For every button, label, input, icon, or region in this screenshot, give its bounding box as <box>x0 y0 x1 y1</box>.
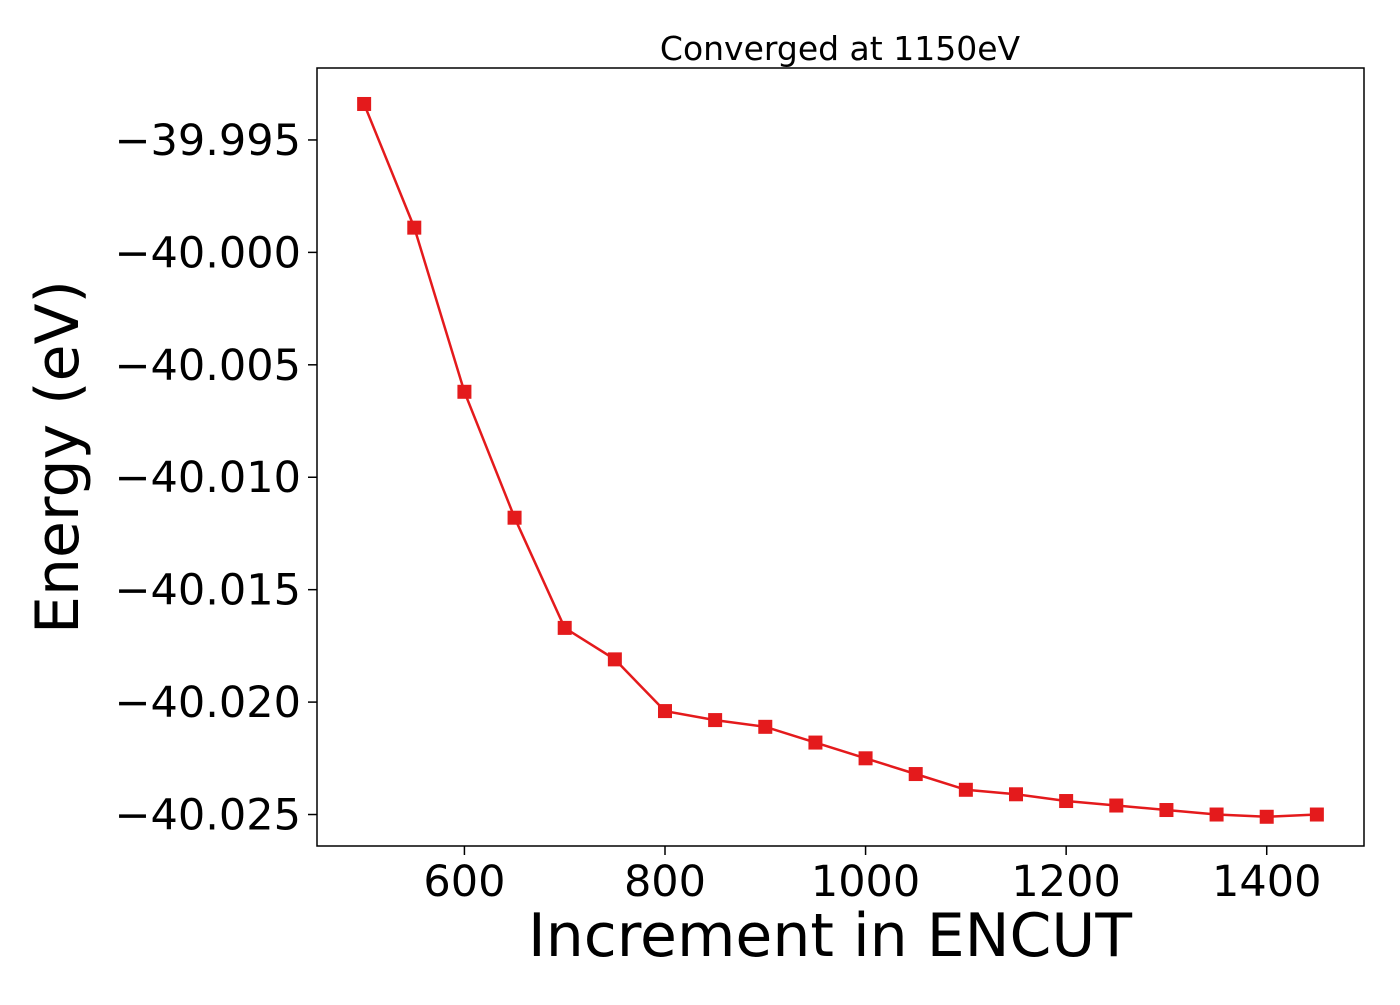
data-point-marker <box>1159 803 1174 818</box>
y-tick-label: −40.010 <box>115 453 302 503</box>
data-point-marker <box>908 767 923 782</box>
x-tick-label: 1200 <box>1011 857 1120 907</box>
x-tick-label: 1000 <box>811 857 920 907</box>
data-point-marker <box>1109 798 1124 813</box>
x-tick-label: 1400 <box>1212 857 1321 907</box>
y-axis-label: Energy (eV) <box>23 280 93 634</box>
y-tick-label: −40.015 <box>115 566 302 616</box>
y-tick-label: −40.020 <box>115 678 302 728</box>
data-point-marker <box>657 704 672 719</box>
chart-title: Converged at 1150eV <box>660 29 1021 68</box>
y-tick-label: −40.025 <box>115 791 302 841</box>
data-point-marker <box>708 713 723 728</box>
data-point-marker <box>1259 809 1274 824</box>
x-axis-label: Increment in ENCUT <box>528 901 1132 971</box>
data-point-marker <box>1009 787 1024 802</box>
data-point-marker <box>1209 807 1224 822</box>
data-point-marker <box>407 220 422 235</box>
data-point-marker <box>357 96 372 111</box>
data-point-marker <box>808 735 823 750</box>
data-point-marker <box>507 510 522 525</box>
data-point-marker <box>858 751 873 766</box>
data-point-marker <box>758 719 773 734</box>
plot-area-frame <box>316 67 1365 847</box>
data-point-marker <box>958 782 973 797</box>
data-point-marker <box>1309 807 1324 822</box>
data-point-marker <box>457 384 472 399</box>
x-axis: 600 800 1000 1200 1400 <box>423 846 1321 907</box>
data-point-marker <box>1059 794 1074 809</box>
x-tick-label: 600 <box>423 857 505 907</box>
data-point-marker <box>557 620 572 635</box>
x-tick-label: 800 <box>624 857 706 907</box>
y-axis: −39.995 −40.000 −40.005 −40.010 −40.015 −40.0… <box>115 116 317 841</box>
y-tick-label: −39.995 <box>115 116 302 166</box>
y-tick-label: −40.000 <box>115 228 302 278</box>
y-tick-label: −40.005 <box>115 341 302 391</box>
series-layer <box>357 96 1324 824</box>
series-line <box>362 103 1317 819</box>
data-point-marker <box>607 652 622 667</box>
